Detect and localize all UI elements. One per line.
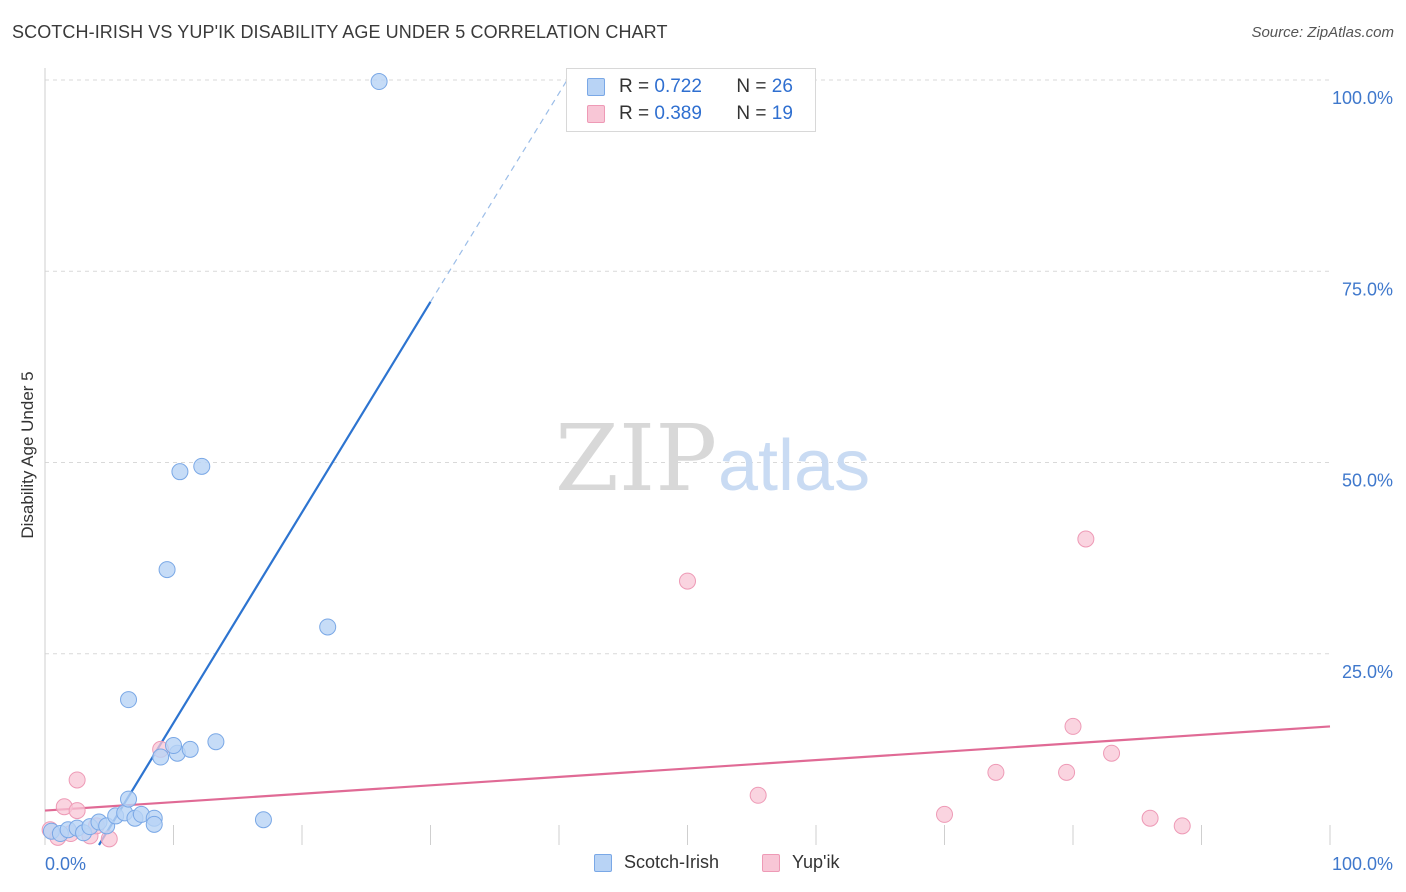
legend-n-value: 19 <box>771 103 793 124</box>
legend-r-label: R = <box>619 76 650 97</box>
legend-r-value: 0.389 <box>654 103 702 124</box>
axes-layer <box>44 68 1331 845</box>
legend-n-label: N = <box>736 76 767 97</box>
x-tick-label: 100.0% <box>1332 854 1393 874</box>
source-label: Source: ZipAtlas.com <box>1251 24 1394 41</box>
trend-line-scotch-irish <box>98 301 432 846</box>
legend-r-label: R = <box>619 103 650 124</box>
trend-line-scotch-irish-extension <box>429 72 573 303</box>
legend-row-yupik: R = 0.389 N = 19 <box>587 102 793 126</box>
bottom-legend-label: Yup'ik <box>792 852 840 872</box>
point-yupik <box>679 572 696 590</box>
tick-label-layer: 25.0% 50.0% 75.0% 100.0% 0.0% 100.0% <box>45 88 1393 874</box>
point-scotch-irish <box>254 811 272 829</box>
point-yupik <box>68 771 86 789</box>
y-tick-label: 50.0% <box>1342 471 1393 491</box>
y-tick-label: 75.0% <box>1342 279 1393 299</box>
bottom-legend-label: Scotch-Irish <box>624 852 720 872</box>
bottom-legend-scotch-irish: Scotch-Irish <box>594 852 719 873</box>
bottom-legend-swatch-pink <box>762 853 780 872</box>
correlation-legend: R = 0.722 N = 26 R = 0.389 N = 19 <box>566 68 816 132</box>
grid-layer <box>45 79 1330 655</box>
point-scotch-irish <box>158 561 176 579</box>
point-yupik <box>1064 717 1082 735</box>
watermark-atlas: atlas <box>718 426 870 506</box>
point-yupik <box>1077 530 1095 548</box>
point-scotch-irish <box>319 618 337 636</box>
legend-n-label: N = <box>736 103 767 124</box>
watermark-zip: ZIP <box>555 405 717 512</box>
point-scotch-irish <box>171 463 189 481</box>
watermark: ZIP atlas <box>555 405 870 512</box>
legend-swatch-blue <box>587 78 605 96</box>
chart-title: SCOTCH-IRISH VS YUP'IK DISABILITY AGE UN… <box>12 22 668 42</box>
legend-swatch-pink <box>587 105 605 123</box>
legend-row-scotch-irish: R = 0.722 N = 26 <box>587 75 793 99</box>
point-yupik <box>68 802 86 820</box>
y-axis-label: Disability Age Under 5 <box>18 371 37 539</box>
point-scotch-irish <box>181 740 199 758</box>
trend-line-yupik <box>44 725 1331 812</box>
point-scotch-irish <box>145 815 163 833</box>
bottom-legend-swatch-blue <box>594 853 612 872</box>
legend-r-value: 0.722 <box>654 76 702 97</box>
point-scotch-irish <box>120 790 138 808</box>
point-yupik <box>936 805 953 823</box>
point-scotch-irish <box>193 457 211 475</box>
y-tick-label: 25.0% <box>1342 662 1393 682</box>
point-yupik <box>987 763 1005 781</box>
y-tick-label: 100.0% <box>1332 88 1393 108</box>
point-yupik <box>1058 763 1076 781</box>
point-scotch-irish <box>165 737 182 755</box>
point-yupik <box>1173 817 1191 835</box>
point-scotch-irish <box>152 748 170 766</box>
point-scotch-irish <box>207 733 225 751</box>
legend-n-value: 26 <box>771 76 793 97</box>
point-yupik <box>1141 809 1159 827</box>
point-scotch-irish <box>370 73 388 91</box>
x-tick-label: 0.0% <box>45 854 86 874</box>
bottom-legend-yupik: Yup'ik <box>762 852 839 873</box>
point-yupik <box>1103 744 1121 762</box>
point-yupik <box>749 786 767 804</box>
point-scotch-irish <box>120 691 138 709</box>
points-layer <box>41 73 1191 848</box>
